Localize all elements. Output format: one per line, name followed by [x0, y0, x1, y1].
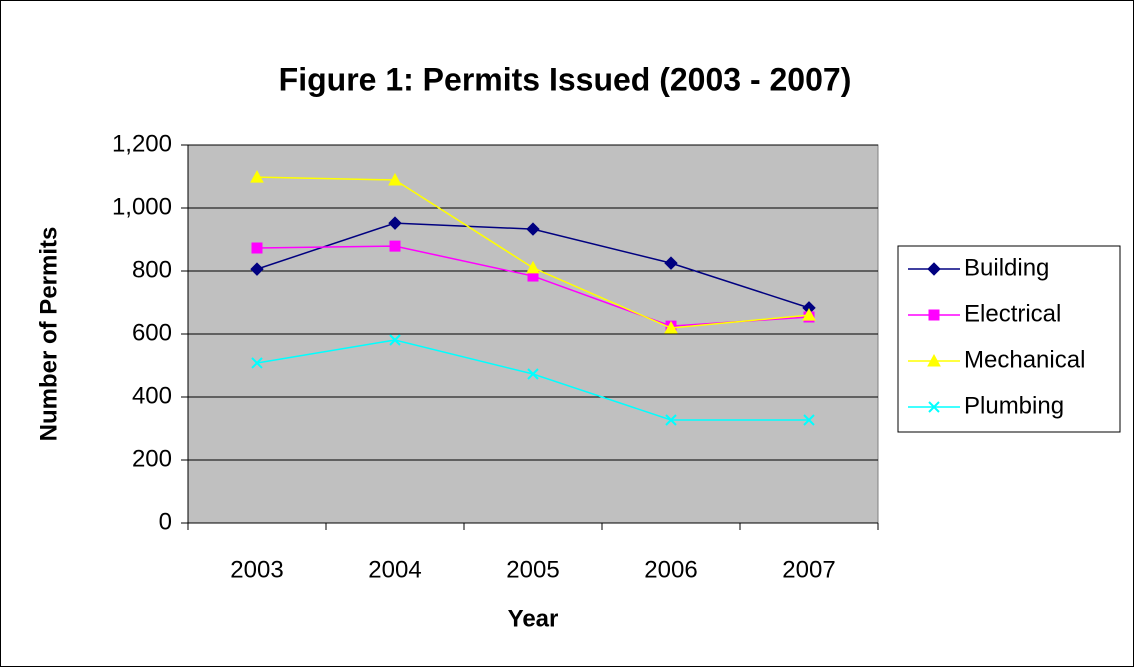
- y-tick-label: 400: [132, 382, 172, 409]
- x-tick-label: 2007: [782, 556, 835, 583]
- marker: [927, 262, 941, 276]
- y-tick-label: 800: [132, 256, 172, 283]
- marker: [803, 414, 815, 426]
- marker: [664, 320, 678, 334]
- marker: [250, 170, 264, 183]
- y-tick-label: 1,200: [112, 130, 172, 157]
- marker: [927, 353, 941, 367]
- x-tick-label: 2004: [368, 556, 421, 583]
- marker: [251, 242, 263, 254]
- x-tick-label: 2005: [506, 556, 559, 583]
- marker: [664, 256, 678, 270]
- marker: [251, 357, 263, 369]
- marker: [928, 401, 940, 413]
- marker: [526, 260, 540, 274]
- marker: [389, 240, 401, 252]
- y-tick-label: 0: [159, 508, 172, 535]
- y-tick-label: 1,000: [112, 193, 172, 220]
- marker: [388, 216, 402, 230]
- legend-label: Building: [964, 254, 1049, 281]
- legend-label: Electrical: [964, 300, 1061, 327]
- marker: [665, 414, 677, 426]
- marker: [389, 334, 401, 346]
- y-tick-label: 600: [132, 319, 172, 346]
- marker: [526, 222, 540, 236]
- x-tick-label: 2006: [644, 556, 697, 583]
- marker: [527, 368, 539, 380]
- marker: [928, 309, 940, 321]
- y-tick-label: 200: [132, 445, 172, 472]
- y-axis-label: Number of Permits: [35, 227, 62, 442]
- marker: [802, 308, 816, 321]
- legend-label: Plumbing: [964, 392, 1064, 419]
- legend-box: [897, 245, 1121, 433]
- marker: [250, 262, 264, 276]
- x-axis-label: Year: [508, 605, 559, 632]
- marker: [388, 172, 402, 186]
- x-tick-label: 2003: [230, 556, 283, 583]
- chart-title: Figure 1: Permits Issued (2003 - 2007): [279, 61, 852, 97]
- legend-label: Mechanical: [964, 346, 1085, 373]
